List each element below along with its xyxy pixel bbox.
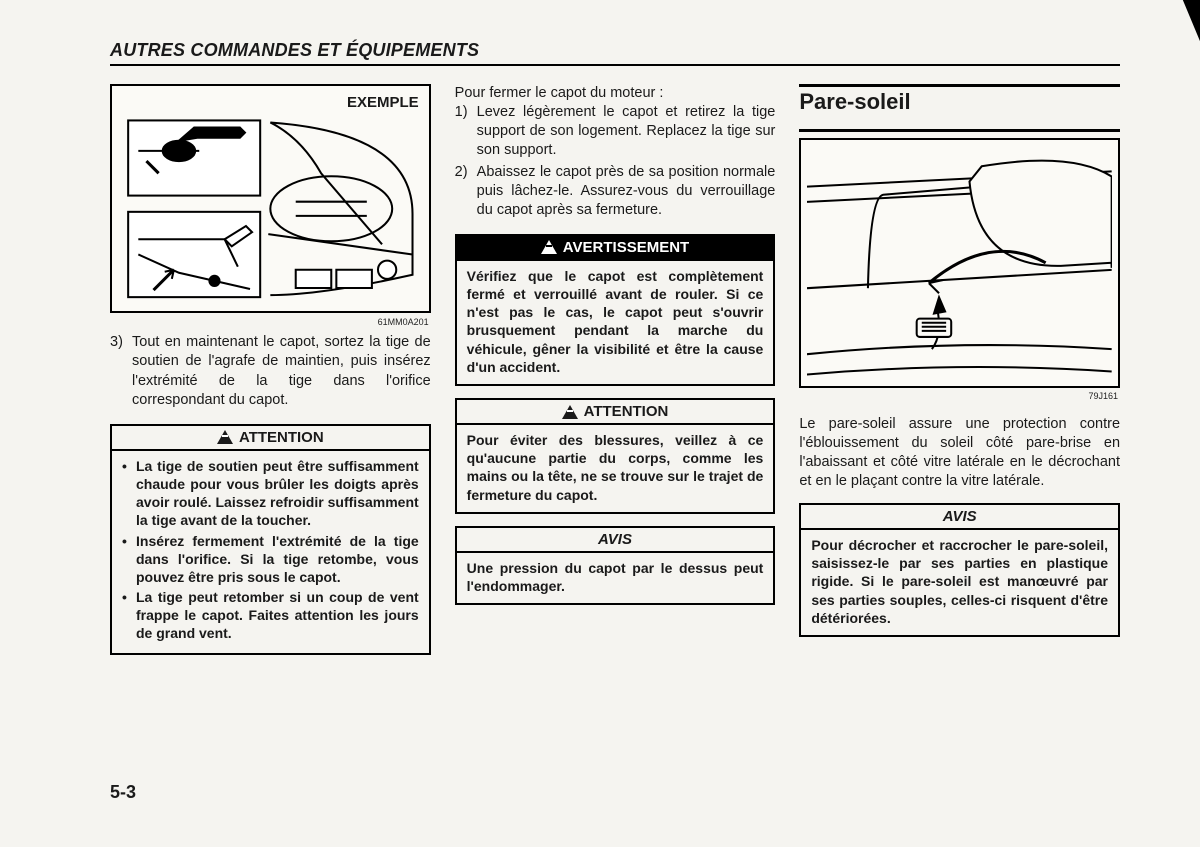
attention-body: Pour éviter des blessures, veillez à ce …	[457, 423, 774, 512]
page-number: 5-3	[110, 782, 136, 803]
warning-triangle-icon	[541, 240, 557, 254]
section-title-rule: Pare-soleil	[799, 84, 1120, 132]
attention-body: La tige de soutien peut être suffisammen…	[112, 449, 429, 653]
step-text: Levez légèrement le capot et retirez la …	[477, 103, 776, 160]
close-step-1: 1) Levez légèrement le capot et retirez …	[455, 103, 776, 160]
attention-box-2: ATTENTION Pour éviter des blessures, vei…	[455, 398, 776, 514]
figure-hood-rod: EXEMPLE	[110, 84, 431, 313]
step-text: Tout en maintenant le capot, sortez la t…	[132, 333, 431, 410]
page-header: AUTRES COMMANDES ET ÉQUIPEMENTS	[110, 40, 1120, 66]
column-1: EXEMPLE	[110, 84, 431, 655]
manual-page: AUTRES COMMANDES ET ÉQUIPEMENTS EXEMPLE	[0, 0, 1200, 675]
avis-label: AVIS	[943, 508, 977, 525]
avis-header: AVIS	[801, 505, 1118, 528]
avertissement-header: AVERTISSEMENT	[457, 236, 774, 259]
attention-header: ATTENTION	[457, 400, 774, 423]
avis-body: Une pression du capot par le dessus peut…	[457, 551, 774, 603]
avertissement-body: Vérifiez que le capot est complètement f…	[457, 259, 774, 384]
attention-label: ATTENTION	[239, 429, 324, 446]
close-step-2: 2) Abaissez le capot près de sa position…	[455, 163, 776, 220]
column-3: Pare-soleil	[799, 84, 1120, 655]
avertissement-box: AVERTISSEMENT Vérifiez que le capot est …	[455, 234, 776, 386]
warning-triangle-icon	[562, 405, 578, 419]
attention-label: ATTENTION	[584, 403, 669, 420]
attention-item: La tige de soutien peut être suffisammen…	[122, 457, 419, 530]
step-number: 3)	[110, 333, 132, 410]
attention-item: La tige peut retomber si un coup de vent…	[122, 588, 419, 643]
figure-sun-visor	[799, 138, 1120, 388]
avis-label: AVIS	[598, 531, 632, 548]
column-2: Pour fermer le capot du moteur : 1) Leve…	[455, 84, 776, 655]
attention-header: ATTENTION	[112, 426, 429, 449]
attention-item: Insérez fermement l'extrémité de la tige…	[122, 532, 419, 587]
sun-visor-illustration	[807, 146, 1112, 380]
step-text: Abaissez le capot près de sa position no…	[477, 163, 776, 220]
hood-rod-illustration	[118, 92, 423, 305]
warning-triangle-icon	[217, 430, 233, 444]
avis-header: AVIS	[457, 528, 774, 551]
attention-box-1: ATTENTION La tige de soutien peut être s…	[110, 424, 431, 655]
step-number: 1)	[455, 103, 477, 160]
avertissement-label: AVERTISSEMENT	[563, 239, 689, 256]
step-3: 3) Tout en maintenant le capot, sortez l…	[110, 333, 431, 410]
visor-paragraph: Le pare-soleil assure une protection con…	[799, 415, 1120, 492]
figure-code: 79J161	[799, 391, 1120, 401]
avis-body: Pour décrocher et raccrocher le pare-sol…	[801, 528, 1118, 635]
avis-box-2: AVIS Pour décrocher et raccrocher le par…	[799, 503, 1120, 637]
close-hood-intro: Pour fermer le capot du moteur :	[455, 84, 776, 103]
avis-box-1: AVIS Une pression du capot par le dessus…	[455, 526, 776, 605]
figure-code: 61MM0A201	[110, 317, 431, 327]
columns: EXEMPLE	[110, 84, 1120, 655]
section-title: Pare-soleil	[799, 89, 1120, 115]
step-number: 2)	[455, 163, 477, 220]
figure-label: EXEMPLE	[347, 94, 419, 111]
